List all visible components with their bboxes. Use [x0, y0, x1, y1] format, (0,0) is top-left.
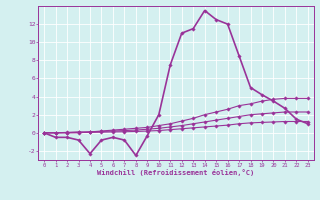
X-axis label: Windchill (Refroidissement éolien,°C): Windchill (Refroidissement éolien,°C) — [97, 169, 255, 176]
